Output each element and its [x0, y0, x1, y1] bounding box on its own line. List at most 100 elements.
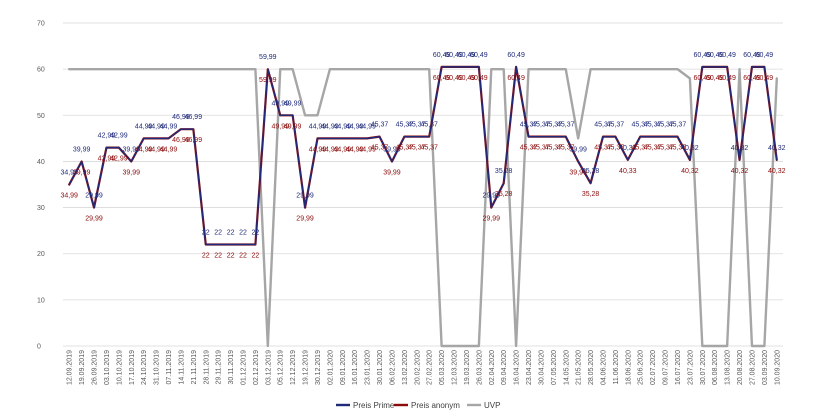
- x-tick-label: 04.06.2020: [601, 350, 608, 385]
- x-tick-label: 12.12.2019: [290, 350, 297, 385]
- data-label-prime: 22: [252, 229, 260, 236]
- x-tick-label: 07.05.2020: [551, 350, 558, 385]
- data-label-anonym: 46,99: [172, 137, 190, 144]
- x-tick-label: 29.11.2019: [216, 350, 223, 385]
- x-tick-label: 23.04.2020: [526, 350, 533, 385]
- y-tick-label: 20: [37, 251, 45, 258]
- x-tick-label: 02.12.2019: [253, 350, 260, 385]
- data-label-anonym: 40,33: [619, 168, 637, 175]
- x-tick-label: 12.09.2019: [67, 350, 74, 385]
- x-tick-label: 23.07.2020: [687, 350, 694, 385]
- x-tick-label: 19.12.2019: [303, 350, 310, 385]
- x-tick-label: 31.10.2019: [154, 350, 161, 385]
- data-label-prime: 60,49: [743, 52, 761, 59]
- data-label-anonym: 60,49: [458, 75, 476, 82]
- x-tick-label: 17.10.2019: [129, 350, 136, 385]
- legend-label: UVP: [484, 401, 500, 410]
- data-label-prime: 60,49: [718, 52, 736, 59]
- x-tick-label: 13.08.2020: [725, 350, 732, 385]
- x-tick-label: 30.11.2019: [228, 350, 235, 385]
- data-label-prime: 45,37: [408, 122, 426, 129]
- data-label-anonym: 60,49: [756, 75, 774, 82]
- data-label-anonym: 44,99: [321, 146, 339, 153]
- x-tick-label: 07.11.2019: [166, 350, 173, 385]
- data-label-anonym: 45,37: [420, 145, 438, 152]
- data-label-prime: 35,28: [582, 168, 600, 175]
- data-label-anonym: 40,32: [768, 168, 786, 175]
- data-label-anonym: 29,99: [296, 216, 314, 223]
- data-label-anonym: 44,99: [334, 146, 352, 153]
- x-tick-label: 27.08.2020: [749, 350, 756, 385]
- data-label-anonym: 29,99: [85, 216, 103, 223]
- x-tick-label: 19.09.2019: [79, 350, 86, 385]
- x-tick-label: 03.12.2019: [265, 350, 272, 385]
- data-label-prime: 35,28: [495, 168, 513, 175]
- x-tick-label: 05.03.2020: [439, 350, 446, 385]
- data-label-anonym: 40,32: [731, 168, 749, 175]
- data-label-anonym: 45,37: [607, 145, 625, 152]
- data-label-prime: 60,49: [756, 52, 774, 59]
- data-label-anonym: 60,49: [470, 75, 488, 82]
- x-tick-label: 05.12.2019: [278, 350, 285, 385]
- x-tick-label: 24.10.2019: [141, 350, 148, 385]
- x-tick-label: 16.04.2020: [514, 350, 521, 385]
- data-label-prime: 40,32: [681, 145, 699, 152]
- x-tick-label: 16.07.2020: [675, 350, 682, 385]
- gridlines: [63, 22, 783, 347]
- y-axis: 0 10 20 30 40 50 60 70: [37, 21, 45, 351]
- x-tick-label: 23.01.2020: [365, 350, 372, 385]
- data-label-anonym: 44,99: [309, 146, 327, 153]
- data-label-anonym: 44,99: [147, 146, 165, 153]
- data-label-anonym: 44,99: [160, 146, 178, 153]
- data-label-prime: 40,32: [768, 145, 786, 152]
- data-label-prime: 44,99: [334, 123, 352, 130]
- x-tick-label: 09.01.2020: [340, 350, 347, 385]
- y-tick-label: 70: [37, 21, 45, 28]
- data-label-prime: 59,99: [259, 54, 277, 61]
- data-label-prime: 46,99: [172, 114, 190, 121]
- x-tick-label: 14.05.2020: [563, 350, 570, 385]
- y-tick-label: 50: [37, 113, 45, 120]
- x-tick-label: 16.01.2020: [352, 350, 359, 385]
- data-label-anonym: 44,99: [346, 146, 364, 153]
- data-label-anonym: 42,99: [110, 156, 128, 163]
- x-tick-label: 30.12.2019: [315, 350, 322, 385]
- data-label-anonym: 22: [214, 252, 222, 259]
- data-label-anonym: 39,99: [123, 169, 141, 176]
- data-label-prime: 45,37: [594, 122, 612, 129]
- data-label-anonym: 22: [239, 252, 247, 259]
- data-label-prime: 49,99: [284, 100, 302, 107]
- x-tick-label: 26.09.2019: [92, 350, 99, 385]
- data-label-anonym: 45,37: [557, 145, 575, 152]
- data-label-prime: 29,99: [85, 193, 103, 200]
- x-tick-label: 19.03.2020: [464, 350, 471, 385]
- data-label-prime: 45,37: [420, 122, 438, 129]
- data-label-anonym: 45,37: [594, 145, 612, 152]
- data-label-prime: 22: [227, 229, 235, 236]
- y-tick-label: 60: [37, 67, 45, 74]
- x-tick-label: 30.01.2020: [377, 350, 384, 385]
- data-label-prime: 46,99: [185, 114, 203, 121]
- data-label-anonym: 60,49: [445, 75, 463, 82]
- series-line-preis-prime: [68, 66, 778, 246]
- data-label-prime: 45,37: [656, 122, 674, 129]
- series-line-uvp: [68, 67, 778, 348]
- data-label-prime: 44,99: [358, 123, 376, 130]
- data-label-prime: 45,37: [371, 122, 389, 129]
- data-label-anonym: 45,37: [669, 145, 687, 152]
- data-label-prime: 60,49: [458, 52, 476, 59]
- x-tick-label: 26.03.2020: [476, 350, 483, 385]
- data-label-anonym: 45,37: [371, 145, 389, 152]
- data-label-prime: 39,99: [123, 146, 141, 153]
- x-tick-label: 18.06.2020: [625, 350, 632, 385]
- data-label-prime: 49,99: [271, 100, 289, 107]
- data-label-anonym: 45,37: [656, 145, 674, 152]
- data-label-anonym: 49,99: [284, 123, 302, 130]
- data-label-prime: 39,99: [383, 146, 401, 153]
- data-label-prime: 44,99: [147, 123, 165, 130]
- legend-label: Preis anonym: [411, 401, 460, 410]
- x-tick-label: 02.04.2020: [489, 350, 496, 385]
- data-label-prime: 44,99: [135, 123, 153, 130]
- x-tick-label: 28.11.2019: [203, 350, 210, 385]
